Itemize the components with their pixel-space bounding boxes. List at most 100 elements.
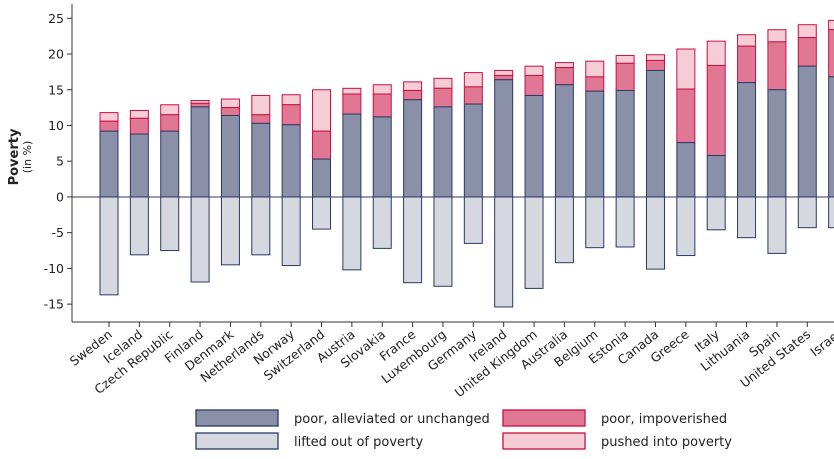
bar-lifted-out-belgium [585,196,605,249]
bar-lifted-out-norway [281,196,301,267]
bar-pushed-into-greece [676,48,696,90]
y-tick-label: -10 [44,261,64,276]
bar-alleviated-estonia [615,89,635,198]
bar-lifted-out-luxembourg [433,196,453,287]
bar-lifted-out-denmark [220,196,240,266]
legend: poor, alleviated or unchanged poor, impov… [195,409,732,450]
bar-impoverished-greece [676,88,696,144]
bar-lifted-out-lithuania [737,196,757,239]
bar-pushed-into-sweden [99,112,119,122]
bars-layer [99,19,834,308]
bar-impoverished-belgium [585,76,605,92]
bar-alleviated-finland [190,106,210,198]
bar-lifted-out-sweden [99,196,119,296]
bar-impoverished-ireland [494,74,514,81]
bar-pushed-into-germany [463,72,483,88]
bar-group-united-kingdom [524,65,544,289]
bar-lifted-out-estonia [615,196,635,248]
bar-group-italy [706,40,726,231]
y-tick-label: 20 [48,47,64,62]
bar-impoverished-united-kingdom [524,74,544,96]
legend-label: lifted out of poverty [294,435,423,450]
bar-alleviated-switzerland [312,158,332,198]
bar-alleviated-greece [676,142,696,198]
bar-alleviated-denmark [220,114,240,198]
bar-group-united-states [797,24,817,229]
y-tick-label: 25 [48,11,64,26]
bar-impoverished-iceland [129,117,149,135]
bar-lifted-out-iceland [129,196,149,256]
bar-alleviated-netherlands [251,122,271,198]
bar-group-lithuania [737,34,757,239]
bar-group-finland [190,99,210,283]
bar-impoverished-slovakia [372,93,392,118]
bar-impoverished-sweden [99,120,119,132]
bar-pushed-into-austria [342,87,362,95]
bar-alleviated-belgium [585,90,605,198]
bar-pushed-into-israel [828,19,834,31]
bar-lifted-out-germany [463,196,483,244]
bar-lifted-out-finland [190,196,210,283]
bar-group-norway [281,94,301,267]
bar-impoverished-australia [554,67,574,86]
y-tick-label: -5 [52,225,64,240]
bar-pushed-into-estonia [615,54,635,64]
bar-lifted-out-netherlands [251,196,271,256]
bar-lifted-out-france [403,196,423,284]
bar-pushed-into-iceland [129,109,149,119]
bar-pushed-into-australia [554,62,574,69]
bar-alleviated-australia [554,84,574,198]
bar-alleviated-canada [645,69,665,198]
bar-impoverished-estonia [615,62,635,91]
y-axis-sublabel: (in %) [21,141,34,174]
bar-lifted-out-greece [676,196,696,257]
bar-group-germany [463,72,483,244]
bar-alleviated-slovakia [372,116,392,198]
bar-group-australia [554,62,574,264]
bar-alleviated-italy [706,154,726,198]
x-tick-label-israel: Israel [807,327,834,360]
bar-alleviated-luxembourg [433,106,453,198]
bar-group-israel [828,19,834,229]
bar-alleviated-austria [342,113,362,198]
bar-pushed-into-ireland [494,69,514,76]
bar-lifted-out-united-states [797,196,817,229]
bar-pushed-into-switzerland [312,89,332,132]
bar-alleviated-france [403,99,423,198]
bar-lifted-out-ireland [494,196,514,308]
bar-impoverished-luxembourg [433,87,453,108]
bar-impoverished-spain [767,41,787,91]
bar-group-switzerland [312,89,332,230]
y-tick-label: 5 [56,154,64,169]
bar-pushed-into-france [403,81,423,91]
bar-pushed-into-united-kingdom [524,65,544,76]
bar-pushed-into-netherlands [251,94,271,116]
bar-alleviated-czech-republic [160,130,180,198]
bar-lifted-out-czech-republic [160,196,180,252]
bar-lifted-out-switzerland [312,196,332,230]
bar-pushed-into-czech-republic [160,104,180,116]
bar-impoverished-canada [645,59,665,71]
legend-label: poor, alleviated or unchanged [294,412,490,427]
bar-lifted-out-canada [645,196,665,270]
bar-alleviated-iceland [129,133,149,198]
bar-alleviated-spain [767,89,787,198]
bar-impoverished-austria [342,93,362,115]
bar-impoverished-switzerland [312,130,332,160]
bar-impoverished-france [403,89,423,101]
bar-alleviated-germany [463,103,483,198]
bar-alleviated-united-states [797,65,817,198]
bar-impoverished-norway [281,104,301,126]
bar-group-denmark [220,98,240,266]
y-axis-label: Poverty [7,128,22,185]
y-tick-label: 15 [48,82,64,97]
bar-pushed-into-lithuania [737,34,757,47]
legend-item-poor-alleviated-or-unchanged: poor, alleviated or unchanged [195,409,490,427]
bar-lifted-out-united-kingdom [524,196,544,289]
bar-alleviated-ireland [494,79,514,198]
bar-impoverished-netherlands [251,114,271,124]
bar-lifted-out-italy [706,196,726,231]
legend-swatch [502,432,586,450]
